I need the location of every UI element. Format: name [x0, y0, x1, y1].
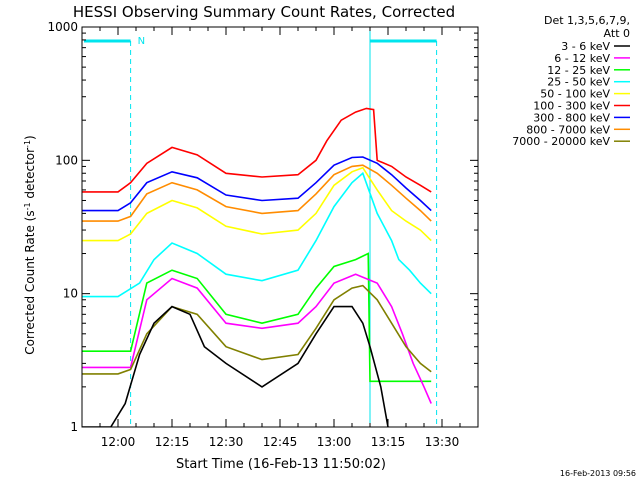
series-line-7 — [82, 164, 432, 222]
series-line-4 — [82, 166, 432, 242]
series-line-2 — [82, 252, 432, 383]
plot-area: N 12:00 12:15 12:30 12:45 13:00 13:15 13:30 1 10 1… — [47, 20, 630, 449]
series-line-3 — [82, 171, 432, 298]
legend-label: 50 - 100 keV — [540, 88, 610, 101]
legend-label: 12 - 25 keV — [547, 64, 610, 77]
chart-title: HESSI Observing Summary Count Rates, Cor… — [73, 3, 455, 21]
x-tick-label: 13:15 — [371, 435, 406, 449]
legend-label: 800 - 7000 keV — [526, 123, 610, 136]
legend-header-line-1: Det 1,3,5,6,7,9, — [544, 14, 630, 27]
x-axis-label: Start Time (16-Feb-13 11:50:02) — [176, 457, 386, 472]
x-tick-label: 12:00 — [101, 435, 136, 449]
legend-label: 7000 - 20000 keV — [512, 135, 610, 148]
legend-label: 25 - 50 keV — [547, 76, 610, 89]
legend-label: 3 - 6 keV — [561, 40, 610, 53]
plot-frame — [81, 26, 479, 428]
series-line-6 — [82, 156, 432, 212]
y-tick-label: 1000 — [47, 20, 78, 34]
x-tick-label: 12:45 — [263, 435, 298, 449]
x-tick-label: 12:30 — [209, 435, 244, 449]
legend-label: 100 - 300 keV — [533, 100, 610, 113]
legend-header-line-2: Att 0 — [604, 27, 630, 40]
x-tick-label: 13:00 — [317, 435, 352, 449]
series-line-5 — [82, 107, 432, 193]
y-tick-label: 1 — [70, 420, 78, 434]
x-tick-label: 12:15 — [155, 435, 190, 449]
series-line-8 — [82, 284, 432, 375]
flag-label: N — [138, 36, 145, 47]
legend-label: 6 - 12 keV — [554, 52, 610, 65]
y-axis-label: Corrected Count Rate (s-1 detector-1) — [23, 135, 38, 354]
y-tick-label: 100 — [55, 153, 78, 167]
series-line-0 — [82, 305, 389, 427]
footer-timestamp: 16-Feb-2013 09:56 — [560, 469, 636, 478]
series-line-1 — [82, 273, 432, 404]
y-tick-label: 10 — [63, 287, 78, 301]
legend-label: 300 - 800 keV — [533, 111, 610, 124]
x-tick-label: 13:30 — [425, 435, 460, 449]
